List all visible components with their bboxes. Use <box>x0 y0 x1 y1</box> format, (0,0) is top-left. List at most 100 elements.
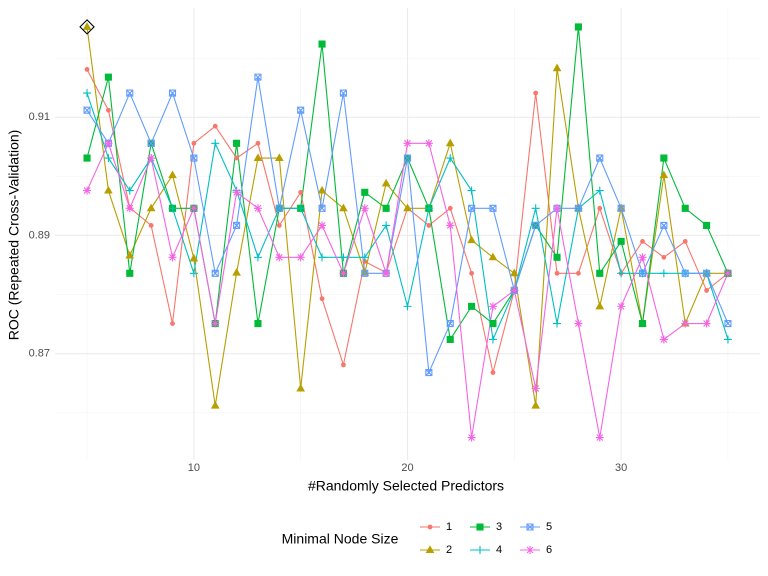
point <box>723 335 732 344</box>
point <box>84 67 90 72</box>
point <box>469 270 474 276</box>
legend-label: 6 <box>546 544 552 556</box>
point <box>531 204 540 213</box>
point <box>125 204 134 213</box>
y-axis-title: ROC (Repeated Cross-Validation) <box>6 130 22 341</box>
point <box>381 178 391 187</box>
legend-item: 1 <box>420 521 452 533</box>
legend-key-marker <box>476 546 484 554</box>
point <box>360 204 369 213</box>
point <box>703 221 711 229</box>
point <box>595 301 605 310</box>
point <box>659 269 668 278</box>
point <box>361 269 369 277</box>
point <box>189 253 199 262</box>
point <box>468 204 476 212</box>
legend-title: Minimal Node Size <box>282 531 399 547</box>
point <box>274 153 284 162</box>
point <box>638 269 647 277</box>
point <box>298 189 304 195</box>
point <box>233 221 241 229</box>
point <box>488 302 497 311</box>
legend-label: 2 <box>446 544 452 556</box>
point <box>296 204 305 213</box>
y-tick-label: 0.87 <box>29 348 50 360</box>
legend-key-marker <box>427 524 433 530</box>
point <box>253 253 262 262</box>
point <box>146 203 156 212</box>
point <box>104 139 113 148</box>
point <box>510 286 519 295</box>
point <box>704 288 709 293</box>
point <box>253 204 262 213</box>
point <box>382 269 391 278</box>
point <box>659 170 669 179</box>
point <box>296 383 306 392</box>
point <box>83 154 91 162</box>
legend-label: 1 <box>446 521 452 533</box>
point <box>533 90 539 96</box>
point <box>426 223 432 228</box>
point <box>552 63 562 72</box>
point <box>168 89 177 97</box>
point <box>488 252 498 261</box>
point <box>724 319 732 328</box>
point <box>339 253 348 262</box>
point <box>617 237 625 245</box>
point <box>467 235 476 244</box>
point <box>255 140 261 146</box>
point <box>574 319 583 328</box>
point <box>126 89 134 97</box>
point <box>317 185 327 194</box>
point <box>189 269 198 278</box>
point <box>190 154 198 162</box>
point <box>106 107 111 113</box>
point <box>467 433 476 442</box>
point <box>489 319 497 328</box>
point <box>681 269 689 277</box>
legend-item: 3 <box>470 521 502 533</box>
point <box>446 319 454 328</box>
point <box>595 433 604 442</box>
point <box>702 319 711 328</box>
point <box>104 73 112 81</box>
point <box>403 203 412 212</box>
point <box>382 221 391 230</box>
point <box>318 40 326 48</box>
point <box>318 221 327 230</box>
point <box>660 221 668 229</box>
point <box>147 154 156 163</box>
point <box>297 106 305 114</box>
point <box>148 223 154 228</box>
point <box>467 186 476 195</box>
legend-label: 3 <box>496 521 502 533</box>
point <box>83 89 92 98</box>
point <box>595 186 604 195</box>
point <box>681 204 689 212</box>
point <box>341 362 346 368</box>
point <box>447 205 453 211</box>
legend-item: 4 <box>470 544 502 556</box>
point <box>446 221 455 230</box>
point <box>703 269 711 277</box>
point <box>425 369 433 377</box>
point <box>554 270 560 276</box>
point <box>531 384 540 393</box>
legend-item: 5 <box>520 521 552 533</box>
point <box>83 186 92 195</box>
point <box>276 223 282 228</box>
point <box>660 154 668 162</box>
point <box>360 253 369 262</box>
point <box>531 400 541 409</box>
point <box>403 154 412 162</box>
point <box>596 154 604 162</box>
point <box>296 253 305 262</box>
point <box>509 268 519 277</box>
point <box>681 319 690 328</box>
legend-item: 6 <box>520 544 552 556</box>
point <box>403 302 412 311</box>
point <box>339 269 348 278</box>
point <box>490 370 496 375</box>
legend-key-marker <box>425 545 435 553</box>
legend-label: 4 <box>496 544 502 556</box>
